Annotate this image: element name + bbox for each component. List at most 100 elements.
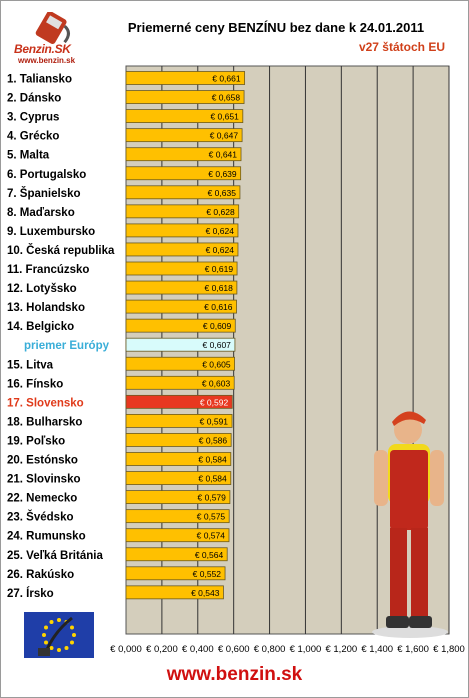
bar (125, 109, 244, 123)
category-label: 26. Rakúsko (7, 569, 74, 581)
bar-value-label: € 0,592 (200, 397, 229, 407)
bar (125, 528, 230, 543)
eu-star-icon (72, 633, 76, 637)
bar (125, 147, 242, 162)
category-label: 8. Maďarsko (7, 207, 75, 219)
eu-star-icon (49, 645, 54, 650)
bar-value-label: € 0,574 (197, 531, 226, 541)
bar (125, 223, 239, 238)
bar-value-label: € 0,624 (206, 226, 235, 236)
bar-value-label: € 0,575 (197, 512, 226, 522)
eu-star-icon (69, 625, 74, 630)
bar-value-label: € 0,605 (202, 359, 231, 369)
bar (125, 356, 235, 371)
bar-value-label: € 0,603 (202, 378, 231, 388)
category-label: 27. Írsko (7, 587, 54, 600)
x-tick-label: € 1,000 (290, 644, 322, 655)
category-label: 9. Luxembursko (7, 226, 95, 238)
bar-value-label: € 0,543 (191, 588, 220, 598)
bar-value-label: € 0,661 (212, 74, 241, 84)
bar-value-label: € 0,618 (205, 283, 234, 293)
category-label: 7. Španielsko (7, 187, 81, 200)
bar-value-label: € 0,639 (208, 169, 237, 179)
gas-station-worker-icon (372, 411, 448, 638)
x-tick-label: € 1,600 (397, 644, 429, 655)
category-label: 20. Estónsko (7, 455, 78, 467)
bar (125, 452, 232, 466)
bar (125, 280, 238, 295)
category-label: 12. Lotyšsko (7, 283, 77, 295)
chart-subtitle: v27 štátoch EU (358, 40, 445, 54)
category-label: 22. Nemecko (7, 493, 77, 505)
bar-value-label: € 0,584 (198, 455, 227, 465)
bar (125, 185, 241, 200)
category-label: 2. Dánsko (7, 93, 61, 105)
category-label: 21. Slovinsko (7, 474, 81, 486)
bar (125, 166, 242, 181)
bar (125, 299, 237, 314)
category-label: 13. Holandsko (7, 302, 85, 314)
x-tick-label: € 0,800 (254, 644, 286, 655)
category-label: 25. Veľká Británia (7, 550, 103, 562)
category-label: 14. Belgicko (7, 321, 74, 333)
bar (125, 490, 231, 505)
logo-wordmark: Benzin.SK (14, 42, 71, 56)
x-tick-label: € 0,200 (146, 644, 178, 655)
x-tick-label: € 1,200 (325, 644, 357, 655)
bar (125, 566, 226, 581)
bar (125, 471, 232, 485)
bar-value-label: € 0,641 (209, 150, 238, 160)
category-label: 23. Švédsko (7, 511, 73, 524)
bar-value-label: € 0,635 (208, 188, 237, 198)
bar-value-label: € 0,591 (200, 416, 229, 426)
bar (125, 394, 233, 409)
bar-value-label: € 0,651 (210, 112, 239, 122)
x-tick-label: € 0,000 (110, 644, 142, 655)
eu-star-icon (57, 618, 61, 622)
bar-value-label: € 0,564 (195, 550, 224, 560)
category-label: 4. Grécko (7, 131, 59, 143)
bar (125, 547, 228, 562)
benzin-logo-icon (35, 12, 70, 45)
category-label: 6. Portugalsko (7, 169, 86, 181)
eu-star-icon (42, 633, 46, 637)
bar-value-label: € 0,624 (206, 245, 235, 255)
bar-value-label: € 0,647 (210, 131, 239, 141)
category-label: 1. Taliansko (7, 74, 72, 86)
eu-star-icon (49, 620, 54, 625)
category-label: 10. Česká republika (7, 244, 115, 257)
category-label: 17. Slovensko (7, 397, 84, 409)
x-tick-label: € 1,400 (361, 644, 393, 655)
x-tick-label: € 0,400 (182, 644, 214, 655)
category-label: priemer Európy (24, 340, 110, 352)
eu-star-icon (64, 645, 69, 650)
category-label: 16. Fínsko (7, 378, 63, 390)
bar (125, 90, 245, 104)
bar (125, 433, 232, 447)
bar-value-label: € 0,579 (198, 493, 227, 503)
category-label: 19. Poľsko (7, 435, 65, 447)
footer-url: www.benzin.sk (166, 664, 303, 685)
bar (125, 318, 236, 333)
bar-value-label: € 0,619 (205, 264, 234, 274)
eu-star-icon (44, 640, 49, 645)
category-label: 15. Litva (7, 359, 54, 371)
eu-star-icon (44, 625, 49, 630)
bar-value-label: € 0,552 (193, 569, 222, 579)
chart-title: Priemerné ceny BENZÍNU bez dane k 24.01.… (127, 20, 425, 35)
bar (125, 204, 240, 219)
bar (125, 242, 239, 257)
category-label: 24. Rumunsko (7, 531, 86, 543)
bar (125, 375, 235, 390)
bar (125, 128, 243, 143)
bar-value-label: € 0,584 (198, 474, 227, 484)
category-label: 5. Malta (7, 150, 50, 162)
category-label: 18. Bulharsko (7, 416, 82, 428)
bar-value-label: € 0,628 (206, 207, 235, 217)
bar-value-label: € 0,607 (203, 340, 232, 350)
bar-value-label: € 0,658 (212, 93, 241, 103)
x-tick-label: € 0,600 (218, 644, 250, 655)
bar-value-label: € 0,609 (203, 321, 232, 331)
category-label: 3. Cyprus (7, 112, 59, 124)
bar (125, 261, 238, 276)
